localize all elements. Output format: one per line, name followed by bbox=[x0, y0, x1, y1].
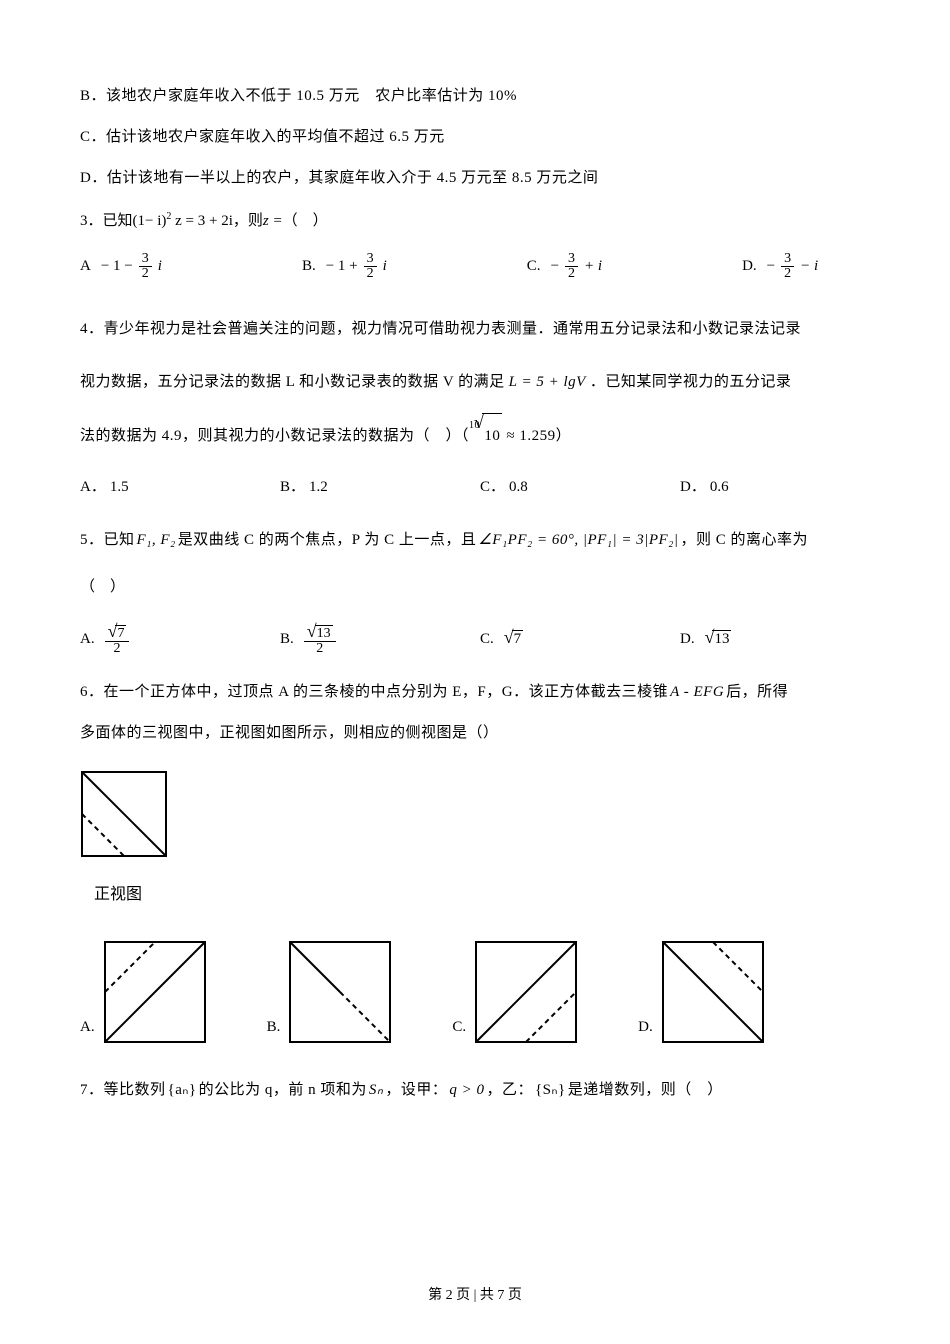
q5-angle-cond: ∠F₁PF₂ = 60°, |PF₁| = 3|PF₂| bbox=[478, 524, 678, 557]
q5-option-c: C. √7 bbox=[480, 623, 680, 656]
q5-option-d: D. √13 bbox=[680, 623, 731, 656]
q7-cond: q > 0 bbox=[449, 1074, 484, 1107]
q3-option-b: B. − 1 + 3 2 i bbox=[302, 250, 387, 283]
q5-stem: 5．已知 F₁, F₂ 是双曲线 C 的两个焦点，P 为 C 上一点，且 ∠F₁… bbox=[80, 524, 870, 557]
prior-option-d: D．估计该地有一半以上的农户，其家庭年收入介于 4.5 万元至 8.5 万元之间 bbox=[80, 162, 870, 195]
q6-options: A. B. C. D. bbox=[80, 940, 870, 1044]
q6-option-a: A. bbox=[80, 940, 207, 1044]
frac: 3 2 bbox=[139, 252, 152, 281]
q5-f1f2: F₁, F₂ bbox=[137, 524, 176, 557]
front-view-label: 正视图 bbox=[94, 877, 870, 912]
q4-option-a: A． 1.5 bbox=[80, 471, 280, 504]
q3-options: A − 1 − 3 2 i B. − 1 + 3 2 i C. − 3 2 + … bbox=[80, 250, 870, 283]
prior-option-b: B．该地农户家庭年收入不低于 10.5 万元 农户比率估计为 10% bbox=[80, 80, 870, 113]
q4-options: A． 1.5 B． 1.2 C． 0.8 D． 0.6 bbox=[80, 471, 870, 504]
q4-line2: 视力数据，五分记录法的数据 L 和小数记录表的数据 V 的满足 L = 5 + … bbox=[80, 360, 870, 405]
q7-an: {aₙ} bbox=[168, 1074, 197, 1107]
page-footer: 第 2 页 | 共 7 页 bbox=[0, 1284, 950, 1304]
q7-sn: Sₙ bbox=[369, 1074, 383, 1107]
q4-option-b: B． 1.2 bbox=[280, 471, 480, 504]
q3-z: z = bbox=[263, 205, 283, 238]
prior-option-c: C．估计该地农户家庭年收入的平均值不超过 6.5 万元 bbox=[80, 121, 870, 154]
q3-stem: 3．已知 (1− i)2 z = 3 + 2i ，则 z = （ ） bbox=[80, 205, 870, 238]
q3-suffix1: ，则 bbox=[233, 205, 263, 238]
q5-option-b: B. √13 2 bbox=[280, 622, 480, 656]
q6-front-view: 正视图 bbox=[80, 770, 870, 912]
q3-option-a: A − 1 − 3 2 i bbox=[80, 250, 162, 283]
front-view-svg bbox=[80, 770, 168, 858]
q3-formula: (1− i)2 z = 3 + 2i bbox=[133, 205, 233, 238]
q3-paren: （ ） bbox=[283, 205, 328, 238]
q6-line2: 多面体的三视图中，正视图如图所示，则相应的侧视图是（） bbox=[80, 717, 870, 750]
q4-root: 10 √ 10 bbox=[469, 413, 502, 459]
page-content: B．该地农户家庭年收入不低于 10.5 万元 农户比率估计为 10% C．估计该… bbox=[80, 80, 870, 1107]
q5-option-a: A. √7 2 bbox=[80, 622, 280, 656]
q6-option-d-svg bbox=[661, 940, 765, 1044]
q5-options: A. √7 2 B. √13 2 C. √7 D. √13 bbox=[80, 622, 870, 656]
q6-option-b: B. bbox=[267, 940, 393, 1044]
q4-line3: 法的数据为 4.9，则其视力的小数记录法的数据为（ ）（ 10 √ 10 ≈ 1… bbox=[80, 413, 870, 459]
q6-line1: 6．在一个正方体中，过顶点 A 的三条棱的中点分别为 E，F，G．该正方体截去三… bbox=[80, 676, 870, 709]
q6-option-c: C. bbox=[452, 940, 578, 1044]
q4-line1: 4．青少年视力是社会普遍关注的问题，视力情况可借助视力表测量．通常用五分记录法和… bbox=[80, 307, 870, 352]
q6-efg: A - EFG bbox=[670, 676, 724, 709]
q3-prefix: 3．已知 bbox=[80, 205, 133, 238]
q4-option-c: C． 0.8 bbox=[480, 471, 680, 504]
q6-option-b-svg bbox=[288, 940, 392, 1044]
q3-option-d: D. − 3 2 − i bbox=[742, 250, 818, 283]
q7-stem: 7．等比数列 {aₙ} 的公比为 q，前 n 项和为 Sₙ ，设甲： q > 0… bbox=[80, 1074, 870, 1107]
q6-option-d: D. bbox=[638, 940, 765, 1044]
q3-option-c: C. − 3 2 + i bbox=[527, 250, 602, 283]
q6-option-a-svg bbox=[103, 940, 207, 1044]
q6-option-c-svg bbox=[474, 940, 578, 1044]
q4-option-d: D． 0.6 bbox=[680, 471, 729, 504]
q7-sn2: {Sₙ} bbox=[535, 1074, 566, 1107]
q5-paren: （ ） bbox=[80, 565, 870, 610]
q4-formula: L = 5 + lgV bbox=[509, 360, 586, 405]
